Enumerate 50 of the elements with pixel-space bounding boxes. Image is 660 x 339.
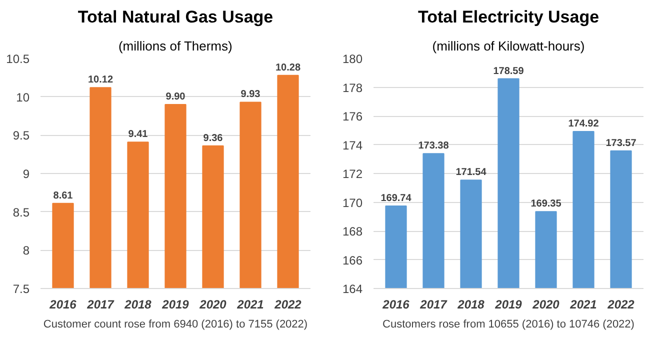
y-tick-label: 168 bbox=[342, 224, 363, 238]
y-tick-label: 164 bbox=[342, 282, 363, 296]
y-tick-label: 176 bbox=[342, 110, 363, 124]
data-label: 171.54 bbox=[456, 167, 487, 178]
y-tick-label: 174 bbox=[342, 138, 363, 152]
y-tick-label: 8.5 bbox=[12, 205, 30, 220]
data-label: 169.74 bbox=[380, 192, 412, 204]
x-tick-label: 2018 bbox=[456, 298, 485, 312]
y-tick-label: 10.5 bbox=[6, 52, 30, 66]
x-tick-label: 2022 bbox=[606, 298, 635, 312]
data-label: 173.38 bbox=[418, 140, 450, 152]
data-label: 10.12 bbox=[88, 74, 114, 86]
data-label: 9.90 bbox=[166, 92, 186, 102]
y-tick-label: 180 bbox=[342, 52, 363, 66]
y-tick-label: 9 bbox=[22, 167, 30, 181]
x-tick-label: 2019 bbox=[161, 298, 190, 312]
x-tick-label: 2016 bbox=[382, 298, 410, 312]
x-tick-label: 2020 bbox=[198, 298, 227, 312]
chart-subtitle: (millions of Kilowatt-hours) bbox=[432, 38, 585, 54]
y-tick-label: 178 bbox=[342, 80, 363, 95]
text: Customers rose from 10655 (2016) to 10746 (2022) bbox=[382, 318, 634, 330]
x-tick-label: 2018 bbox=[124, 298, 152, 312]
chart-title: Total Natural Gas Usage bbox=[78, 8, 274, 26]
data-label: 174.92 bbox=[568, 118, 600, 130]
y-tick-label: 10 bbox=[16, 90, 30, 104]
data-label: 173.57 bbox=[606, 138, 637, 149]
data-label: 8.61 bbox=[53, 190, 74, 202]
x-tick-label: 2020 bbox=[532, 298, 560, 312]
x-tick-label: 2021 bbox=[236, 298, 264, 312]
y-tick-label: 172 bbox=[342, 167, 363, 181]
x-tick-label: 2021 bbox=[569, 298, 598, 312]
chart-subtitle: (millions of Therms) bbox=[118, 38, 232, 54]
text: Customer count rose from 6940 (2016) to 7155 (2022) bbox=[43, 318, 308, 330]
x-tick-label: 2017 bbox=[86, 298, 116, 312]
x-tick-label: 2017 bbox=[419, 298, 448, 312]
y-tick-label: 166 bbox=[342, 253, 363, 268]
data-label: 169.35 bbox=[530, 198, 562, 210]
data-label: 9.93 bbox=[240, 89, 261, 100]
y-tick-label: 7.5 bbox=[12, 282, 30, 296]
x-tick-label: 2019 bbox=[494, 298, 522, 312]
data-label: 10.28 bbox=[275, 62, 301, 74]
x-tick-label: 2022 bbox=[274, 298, 302, 312]
chart-title: Total Electricity Usage bbox=[418, 8, 600, 26]
y-tick-label: 170 bbox=[342, 196, 363, 210]
data-label: 178.59 bbox=[493, 66, 524, 77]
y-tick-label: 9.5 bbox=[12, 128, 30, 143]
y-tick-label: 8 bbox=[22, 244, 30, 258]
data-label: 9.36 bbox=[203, 132, 224, 144]
x-tick-label: 2016 bbox=[48, 298, 77, 312]
data-label: 9.41 bbox=[128, 129, 148, 140]
